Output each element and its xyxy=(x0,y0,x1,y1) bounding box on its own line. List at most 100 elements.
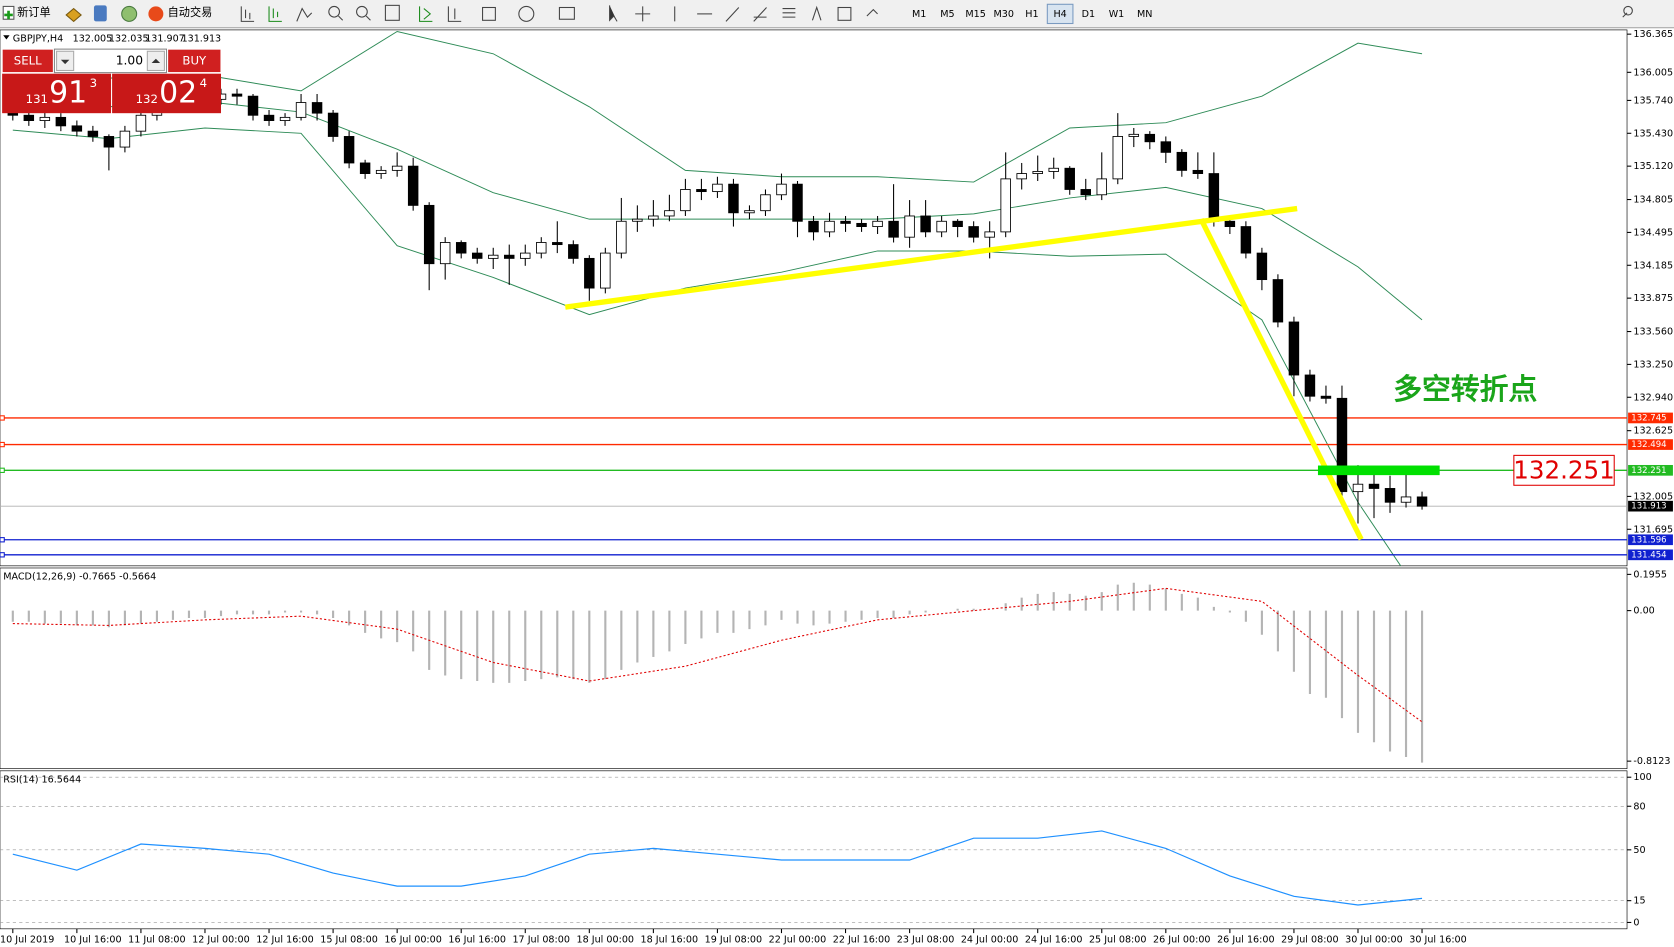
timeframe-button[interactable]: M5 xyxy=(940,9,954,20)
candle-body xyxy=(1096,178,1107,196)
timeframe-button[interactable]: M15 xyxy=(965,9,986,20)
candle-body xyxy=(696,189,707,193)
icon xyxy=(4,10,13,20)
x-tick-label: 23 Jul 08:00 xyxy=(897,935,955,946)
timeframe-button[interactable]: H1 xyxy=(1025,9,1038,20)
candle-body xyxy=(632,218,643,222)
main-plot xyxy=(0,30,1628,566)
candle-body xyxy=(584,257,595,289)
auto-trading-button[interactable]: 自动交易 xyxy=(148,5,212,22)
candle-body xyxy=(1256,252,1268,281)
price-level-marker xyxy=(0,467,5,473)
timeframe-button[interactable]: M30 xyxy=(994,9,1015,20)
candle-body xyxy=(744,210,755,214)
price-level-marker xyxy=(0,537,5,543)
sell-label: SELL xyxy=(14,53,42,67)
y-tick-label: 50 xyxy=(1633,845,1645,856)
y-tick-label: 80 xyxy=(1633,801,1645,812)
icon[interactable] xyxy=(121,5,138,22)
candle-body xyxy=(1304,374,1316,397)
y-tick-label: 133.875 xyxy=(1633,293,1673,304)
y-tick-label: 133.250 xyxy=(1633,359,1673,370)
candle-body xyxy=(71,125,83,132)
candle-body xyxy=(279,116,291,121)
icon[interactable] xyxy=(65,7,82,23)
buy-label: BUY xyxy=(182,53,207,67)
timeframe-button[interactable]: H4 xyxy=(1053,9,1066,20)
signal-line xyxy=(12,587,1423,723)
buy-button[interactable] xyxy=(167,48,222,74)
candle-body xyxy=(1128,133,1140,137)
pivot-label: 132.251 xyxy=(1513,455,1615,484)
candle-body xyxy=(1064,167,1075,190)
price-level-tag xyxy=(1628,464,1673,476)
sell-button[interactable] xyxy=(1,48,54,74)
macd-panel xyxy=(0,567,1628,770)
y-tick-label: 135.120 xyxy=(1633,161,1673,172)
price-level-label: 132.494 xyxy=(1631,440,1666,450)
trendline xyxy=(1198,217,1364,541)
y-tick-label: 132.625 xyxy=(1633,426,1673,437)
candle-body xyxy=(872,220,883,228)
current-price-label: 131.913 xyxy=(1631,502,1666,512)
x-tick-label: 24 Jul 00:00 xyxy=(961,935,1019,946)
timeframe-button[interactable]: M1 xyxy=(912,9,926,20)
icon[interactable] xyxy=(93,5,107,22)
candle-body xyxy=(904,215,915,238)
macd-title: MACD(12,26,9) -0.7665 -0.5664 xyxy=(3,572,156,583)
x-tick-label: 22 Jul 00:00 xyxy=(769,935,827,946)
candle-body xyxy=(407,165,419,206)
rsi-plot xyxy=(0,776,1628,923)
candle-body xyxy=(87,130,99,137)
x-tick-label: 26 Jul 00:00 xyxy=(1153,935,1211,946)
candle-body xyxy=(295,102,307,118)
price-level-marker xyxy=(0,441,5,448)
new-order-button[interactable]: 新订单 xyxy=(2,5,51,20)
ask-box[interactable] xyxy=(112,73,221,114)
candle-body xyxy=(391,165,403,171)
y-tick-label: 132.005 xyxy=(1633,491,1673,502)
y-tick-label: 133.560 xyxy=(1633,327,1673,338)
candle-body xyxy=(1176,151,1188,171)
candle-body xyxy=(888,220,899,238)
auto-trading-label: 自动交易 xyxy=(168,5,213,19)
candle-body xyxy=(1112,136,1124,180)
x-tick-label: 15 Jul 08:00 xyxy=(320,935,378,946)
candle-body xyxy=(1032,171,1043,174)
candle-body xyxy=(1384,488,1396,503)
candle-body xyxy=(504,254,515,259)
timeframe-button[interactable]: W1 xyxy=(1109,9,1125,20)
x-tick-label: 12 Jul 00:00 xyxy=(192,935,250,946)
candle-body xyxy=(247,95,259,116)
candle-body xyxy=(808,220,819,233)
price-level-label: 132.745 xyxy=(1631,413,1666,423)
arrow xyxy=(60,59,70,65)
annotation: 多空转折点 xyxy=(1393,372,1537,406)
price-level-tag xyxy=(1628,549,1673,561)
y-tick-label: 134.185 xyxy=(1633,260,1673,271)
candle-body xyxy=(712,183,723,193)
bid-box[interactable] xyxy=(2,73,112,114)
y-tick-label: 0 xyxy=(1633,917,1639,928)
candle-body xyxy=(1288,321,1300,376)
y-tick-label: 135.740 xyxy=(1633,95,1673,106)
ohlc-value: 132.005 xyxy=(73,33,113,44)
x-tick-label: 30 Jul 00:00 xyxy=(1345,935,1403,946)
candle-body xyxy=(536,242,547,254)
y-tick-label: 0.1955 xyxy=(1633,569,1667,580)
lots-input[interactable] xyxy=(53,48,168,74)
price-level-label: 131.454 xyxy=(1631,550,1666,560)
ask-main: 02 xyxy=(159,75,197,110)
x-tick-label: 11 Jul 08:00 xyxy=(128,935,186,946)
candle-body xyxy=(840,220,851,224)
candle-body xyxy=(471,252,483,259)
price-level-marker xyxy=(0,552,5,558)
timeframe-button[interactable]: D1 xyxy=(1082,9,1096,20)
trade-panel: SELL 1.00 BUY 131 91 3 132 02 4 xyxy=(1,48,222,114)
candle-body xyxy=(984,231,995,238)
price-level-tag xyxy=(1628,439,1673,450)
x-tick-label: 16 Jul 16:00 xyxy=(448,935,506,946)
x-tick-label: 25 Jul 08:00 xyxy=(1089,935,1147,946)
timeframe-button[interactable]: MN xyxy=(1137,9,1152,20)
macd-plot xyxy=(11,582,1424,763)
